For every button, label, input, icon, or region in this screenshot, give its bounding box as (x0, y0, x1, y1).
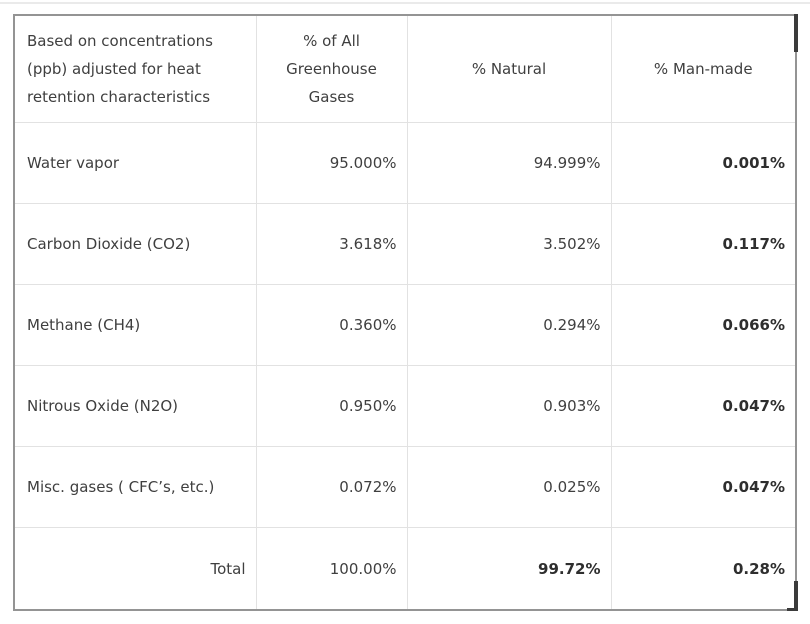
row-methane: Methane (CH4) 0.360% 0.294% 0.066% (14, 283, 796, 366)
man-made-value: 0.047% (610, 446, 796, 529)
all-ghg-value: 0.072% (255, 446, 408, 529)
row-nitrous-oxide: Nitrous Oxide (N2O) 0.950% 0.903% 0.047% (14, 364, 796, 448)
gas-label: Carbon Dioxide (CO2) (14, 202, 257, 285)
gas-label: Misc. gases ( CFC’s, etc.) (14, 446, 257, 529)
natural-value: 3.502% (406, 202, 612, 285)
natural-value: 0.903% (406, 364, 612, 448)
man-made-value: 0.066% (610, 283, 796, 366)
natural-value: 94.999% (406, 121, 612, 204)
row-misc-gases: Misc. gases ( CFC’s, etc.) 0.072% 0.025%… (14, 446, 796, 529)
natural-value: 0.294% (406, 283, 612, 366)
column-header-natural: % Natural (406, 15, 612, 123)
table-header-row: Based on concentrations (ppb) adjusted f… (14, 15, 796, 123)
total-all-ghg-value: 100.00% (255, 527, 408, 610)
gas-label: Water vapor (14, 121, 257, 204)
gas-label: Nitrous Oxide (N2O) (14, 364, 257, 448)
total-man-made-value: 0.28% (610, 527, 796, 610)
row-water-vapor: Water vapor 95.000% 94.999% 0.001% (14, 121, 796, 204)
all-ghg-value: 0.950% (255, 364, 408, 448)
man-made-value: 0.117% (610, 202, 796, 285)
column-header-basis: Based on concentrations (ppb) adjusted f… (14, 15, 257, 123)
row-total: Total 100.00% 99.72% 0.28% (14, 527, 796, 610)
data-table: Based on concentrations (ppb) adjusted f… (14, 15, 796, 610)
column-header-man-made: % Man-made (610, 15, 796, 123)
natural-value: 0.025% (406, 446, 612, 529)
scrollbar-thumb-top[interactable] (794, 14, 798, 52)
scrollbar-thumb-bottom[interactable] (794, 581, 798, 611)
total-label: Total (14, 527, 257, 610)
all-ghg-value: 3.618% (255, 202, 408, 285)
row-carbon-dioxide: Carbon Dioxide (CO2) 3.618% 3.502% 0.117… (14, 202, 796, 285)
column-header-all-greenhouse-gases: % of All Greenhouse Gases (255, 15, 408, 123)
greenhouse-gases-table: Based on concentrations (ppb) adjusted f… (13, 14, 797, 611)
total-natural-value: 99.72% (406, 527, 612, 610)
scrollbar-corner-icon (787, 608, 798, 611)
all-ghg-value: 0.360% (255, 283, 408, 366)
top-divider-line (0, 2, 810, 4)
all-ghg-value: 95.000% (255, 121, 408, 204)
man-made-value: 0.001% (610, 121, 796, 204)
man-made-value: 0.047% (610, 364, 796, 448)
gas-label: Methane (CH4) (14, 283, 257, 366)
